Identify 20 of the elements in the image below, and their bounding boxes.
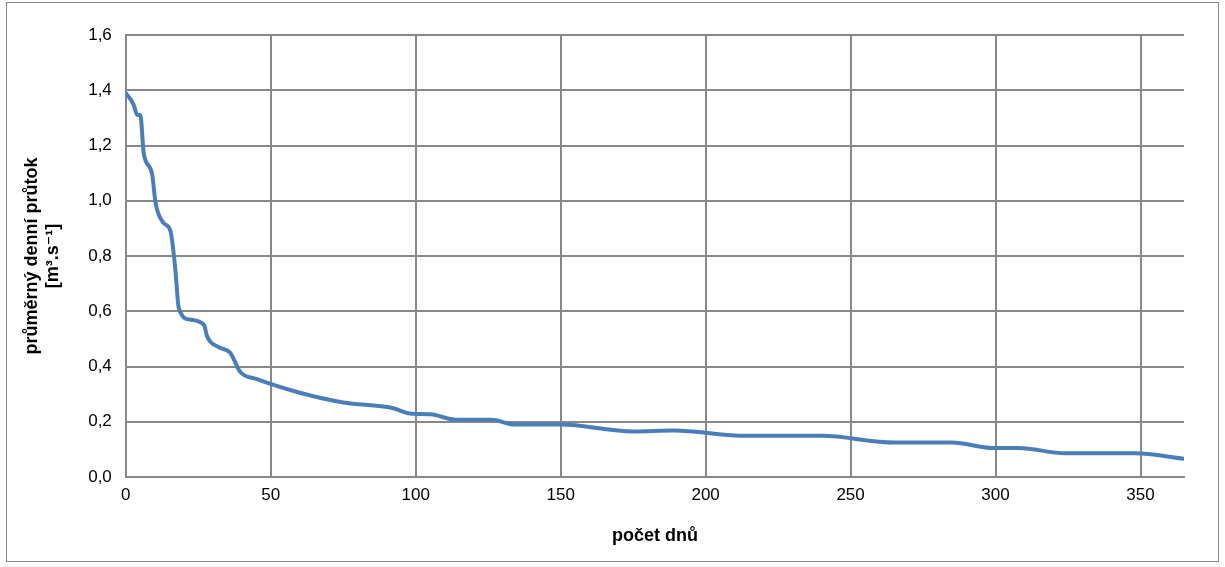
y-tick-label: 0,4 <box>88 356 112 376</box>
y-axis-title: průměrný denní průtok [m³.s⁻¹] <box>20 156 63 355</box>
x-tick-label: 50 <box>261 484 281 504</box>
x-tick-label: 250 <box>836 484 865 504</box>
y-tick-label: 1,2 <box>88 135 112 155</box>
x-tick-label: 150 <box>546 484 575 504</box>
y-tick-label: 0,2 <box>88 411 112 431</box>
line-series <box>125 91 1184 461</box>
x-tick-label: 350 <box>1126 484 1155 504</box>
y-tick-label: 1,0 <box>88 190 112 210</box>
x-tick-label: 300 <box>981 484 1010 504</box>
y-tick-label: 0,8 <box>88 245 112 265</box>
y-tick-label: 0,0 <box>88 466 112 486</box>
x-tick-label: 200 <box>691 484 720 504</box>
x-tick-label: 100 <box>401 484 430 504</box>
y-tick-label: 0,6 <box>88 300 112 320</box>
y-tick-label: 1,4 <box>88 79 112 99</box>
x-tick-label: 0 <box>121 484 131 504</box>
x-axis-title: počet dnů <box>611 525 698 546</box>
y-tick-label: 1,6 <box>88 24 112 44</box>
